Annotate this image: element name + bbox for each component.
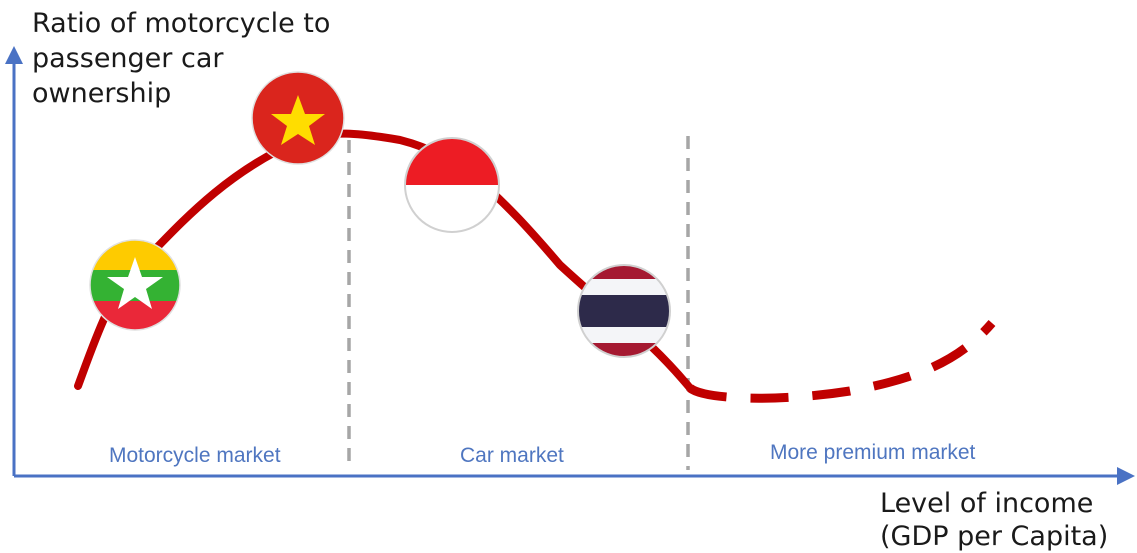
trend-curve-projection xyxy=(687,320,996,403)
y-axis-label: Ratio of motorcycle to passenger car own… xyxy=(32,6,330,111)
y-axis-label-line-2: passenger car xyxy=(32,43,224,74)
y-axis-label-line-3: ownership xyxy=(32,78,172,109)
segment-label-motorcycle-market: Motorcycle market xyxy=(109,444,281,467)
segment-label-premium-market: More premium market xyxy=(770,441,976,464)
y-axis-label-line-1: Ratio of motorcycle to xyxy=(32,8,331,39)
thailand-flag-icon xyxy=(577,264,671,358)
indonesia-flag-icon xyxy=(404,137,500,233)
x-axis-label-line-1: Level of income xyxy=(880,488,1094,519)
x-axis-label-line-2: (GDP per Capita) xyxy=(880,521,1109,552)
x-axis-label: Level of income (GDP per Capita) xyxy=(880,487,1108,553)
vietnam-flag-icon xyxy=(251,71,345,165)
segment-label-car-market: Car market xyxy=(460,444,564,467)
